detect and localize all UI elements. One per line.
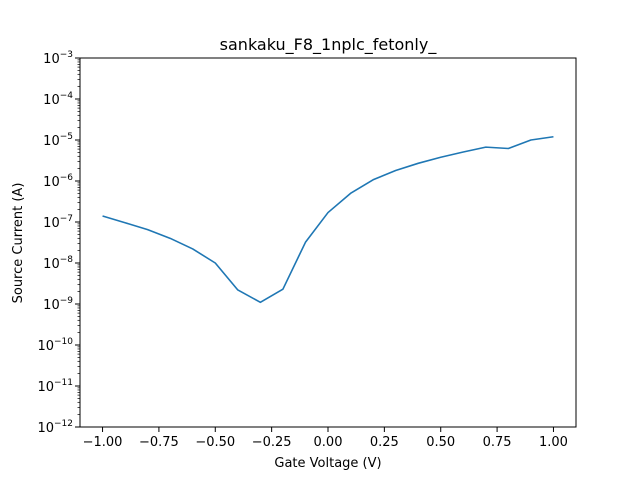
y-axis-label: Source Current (A) — [11, 183, 26, 304]
y-tick-label: 10−12 — [37, 419, 73, 436]
y-tick-base: 10 — [37, 380, 54, 395]
y-tick-label: 10−9 — [43, 296, 73, 313]
y-tick-exponent: −11 — [54, 378, 73, 388]
y-tick-base: 10 — [43, 52, 60, 67]
y-axis: 10−1210−1110−1010−910−810−710−610−510−41… — [37, 50, 80, 436]
y-tick-base: 10 — [43, 257, 60, 272]
y-tick-label: 10−11 — [37, 378, 73, 395]
y-tick-exponent: −10 — [54, 337, 73, 347]
y-tick-exponent: −9 — [60, 296, 74, 306]
y-tick-base: 10 — [43, 134, 60, 149]
x-tick-label: 0.75 — [483, 435, 512, 450]
y-tick-base: 10 — [43, 298, 60, 313]
y-tick-exponent: −4 — [60, 91, 74, 101]
y-tick-label: 10−4 — [43, 91, 73, 108]
y-tick-label: 10−8 — [43, 255, 73, 272]
y-tick-label: 10−10 — [37, 337, 73, 354]
x-tick-label: −0.50 — [195, 435, 235, 450]
x-tick-label: 1.00 — [539, 435, 568, 450]
y-tick-exponent: −7 — [60, 214, 73, 224]
y-tick-exponent: −6 — [60, 173, 74, 183]
x-tick-label: −1.00 — [83, 435, 123, 450]
series-line — [102, 135, 554, 304]
y-tick-base: 10 — [37, 421, 54, 436]
y-tick-base: 10 — [43, 216, 60, 231]
x-axis: −1.00 −0.75 −0.50 −0.25 0.00 0.25 0.50 0.75 1.00 — [83, 427, 568, 450]
x-tick-label: 0.50 — [426, 435, 455, 450]
x-tick-label: 0.25 — [370, 435, 399, 450]
y-tick-label: 10−5 — [43, 132, 73, 149]
x-axis-label: Gate Voltage (V) — [274, 456, 381, 471]
x-tick-label: 0.00 — [314, 435, 343, 450]
y-tick-exponent: −8 — [60, 255, 74, 265]
y-tick-exponent: −5 — [60, 132, 73, 142]
y-tick-label: 10−7 — [43, 214, 73, 231]
y-tick-label: 10−3 — [43, 50, 73, 67]
y-tick-exponent: −12 — [54, 419, 73, 429]
y-tick-label: 10−6 — [43, 173, 73, 190]
x-tick-label: −0.25 — [252, 435, 292, 450]
x-tick-label: −0.75 — [139, 435, 179, 450]
chart-title: sankaku_F8_1nplc_fetonly_ — [220, 35, 438, 55]
series-group — [102, 135, 554, 304]
y-tick-base: 10 — [37, 339, 54, 354]
y-tick-base: 10 — [43, 175, 60, 190]
y-tick-exponent: −3 — [60, 50, 73, 60]
y-tick-base: 10 — [43, 93, 60, 108]
